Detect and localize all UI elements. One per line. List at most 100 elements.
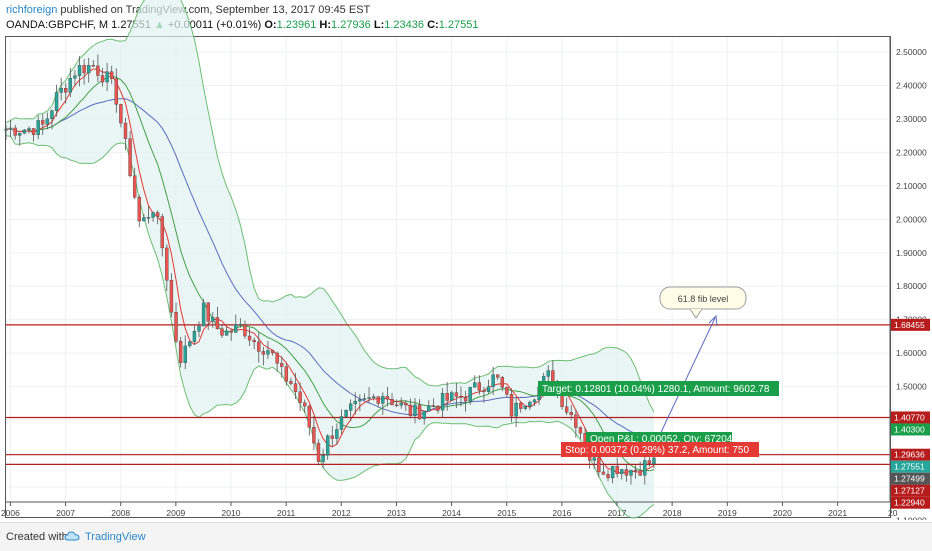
candle-body bbox=[381, 396, 385, 404]
candle-body bbox=[532, 399, 537, 403]
candle-body bbox=[27, 128, 31, 131]
candle-body bbox=[31, 128, 36, 135]
ohlc-close: C:1.27551 bbox=[427, 19, 479, 31]
x-tick-label: 2017 bbox=[608, 508, 627, 518]
tradingview-link[interactable]: TradingView bbox=[85, 531, 146, 543]
y-axis: 2.50000 2.40000 2.30000 2.20000 2.10000 2.000… bbox=[889, 37, 927, 520]
callout-bubble bbox=[659, 286, 747, 310]
symbol-label[interactable]: OANDA:GBPCHF, M bbox=[6, 19, 109, 31]
candle-body bbox=[348, 403, 353, 411]
x-tick-label: 2008 bbox=[111, 508, 130, 518]
x-tick-label: 2016 bbox=[552, 508, 571, 518]
fib-level-label: 61.8 fib level bbox=[678, 294, 729, 304]
candlesticks bbox=[4, 54, 656, 485]
x-axis: 2006 2007 2008 2009 2010 2011 2012 2013 2014 2015… bbox=[1, 501, 898, 518]
candle-body bbox=[629, 469, 633, 476]
x-tick-label: 2012 bbox=[332, 508, 351, 518]
candle-body bbox=[523, 406, 527, 409]
candle-body bbox=[404, 402, 408, 406]
candle-body bbox=[123, 122, 128, 139]
candle-body bbox=[597, 457, 601, 473]
y-tick-label: 1.10000 bbox=[896, 515, 927, 520]
price-axis-label-text: 1.27551 bbox=[894, 462, 925, 472]
symbol-info-bar: OANDA:GBPCHF, M 1.27551 ▲ +0.00011 (+0.0… bbox=[6, 19, 478, 31]
candle-body bbox=[234, 324, 238, 333]
candle-body bbox=[578, 427, 583, 434]
candle-body bbox=[174, 312, 178, 342]
x-tick-label: 2010 bbox=[222, 508, 241, 518]
candle-body bbox=[197, 325, 201, 332]
x-tick-label: 20 bbox=[888, 508, 898, 518]
price-axis-label-box bbox=[891, 423, 930, 436]
candle-body bbox=[82, 65, 86, 74]
price-axis-label-box bbox=[891, 472, 930, 485]
x-tick-label: 2014 bbox=[442, 508, 461, 518]
candle-body bbox=[59, 88, 63, 93]
candle-body bbox=[128, 138, 132, 176]
price-axis-label: 1.27127 bbox=[891, 484, 930, 497]
candle-body bbox=[408, 404, 413, 416]
x-tick-label: 2009 bbox=[166, 508, 185, 518]
author-link[interactable]: richforeign bbox=[6, 4, 58, 16]
candle-body bbox=[624, 469, 629, 476]
x-tick-label: 2018 bbox=[663, 508, 682, 518]
price-axis-label-text: 1.27127 bbox=[894, 486, 925, 496]
candle-body bbox=[592, 457, 596, 461]
candle-body bbox=[505, 387, 509, 395]
projection-arrowhead-icon bbox=[708, 314, 718, 327]
candle-body bbox=[436, 405, 440, 411]
candle-body bbox=[569, 412, 573, 416]
candle-body bbox=[500, 377, 505, 388]
candle-body bbox=[325, 435, 330, 456]
candle-body bbox=[385, 396, 390, 400]
candle-body bbox=[620, 469, 624, 475]
price-axis-label: 1.22940 bbox=[891, 496, 930, 509]
candle-body bbox=[427, 405, 431, 412]
candle-body bbox=[514, 402, 518, 417]
candle-body bbox=[188, 341, 192, 347]
candle-body bbox=[18, 133, 22, 136]
candle-body bbox=[229, 330, 233, 333]
candle-body bbox=[8, 127, 13, 130]
candle-body bbox=[4, 128, 8, 131]
candle-body bbox=[105, 71, 109, 83]
ohlc-high: H:1.27936 bbox=[319, 19, 371, 31]
price-axis-label-text: 1.40770 bbox=[894, 412, 925, 422]
candle-body bbox=[615, 465, 619, 475]
open-pnl-text: Open P&L: 0.00052, Qty: 67204 bbox=[590, 434, 733, 445]
candle-body bbox=[110, 71, 114, 79]
candle-body bbox=[638, 470, 642, 476]
price-axis-label: 1.27551 bbox=[891, 460, 930, 473]
y-tick-label: 1.50000 bbox=[896, 382, 927, 392]
candle-body bbox=[41, 120, 45, 125]
candle-body bbox=[142, 217, 146, 222]
candle-body bbox=[606, 474, 610, 479]
candle-body bbox=[206, 302, 210, 322]
x-tick-label: 2021 bbox=[828, 508, 847, 518]
candle-body bbox=[119, 104, 123, 124]
horizontal-levels bbox=[6, 324, 890, 465]
y-tick-label: 1.60000 bbox=[896, 348, 927, 358]
candle-body bbox=[36, 120, 40, 135]
price-axis-label: 1.40770 bbox=[891, 411, 930, 424]
candle-body bbox=[482, 390, 486, 392]
price-axis-label-text: 1.27499 bbox=[894, 474, 925, 484]
candle-body bbox=[54, 92, 59, 111]
candle-body bbox=[371, 396, 376, 398]
price-chart[interactable]: 61.8 fib level Target: 0.12801 (10.04%) 1… bbox=[0, 0, 932, 520]
price-axis-label: 1.68455 bbox=[891, 318, 930, 331]
x-tick-label: 2006 bbox=[1, 508, 20, 518]
bollinger-bands bbox=[5, 0, 655, 519]
candle-body bbox=[353, 400, 357, 405]
ohlc-open: O:1.23961 bbox=[264, 19, 317, 31]
candle-body bbox=[247, 335, 252, 341]
candle-body bbox=[307, 405, 311, 428]
candle-body bbox=[192, 331, 197, 342]
target-text: Target: 0.12801 (10.04%) 1280.1, Amount:… bbox=[542, 384, 770, 395]
x-tick-label: 2015 bbox=[497, 508, 516, 518]
candle-body bbox=[289, 381, 293, 384]
target-label: Target: 0.12801 (10.04%) 1280.1, Amount:… bbox=[538, 381, 779, 396]
candle-body bbox=[280, 363, 284, 367]
price-axis-label-box bbox=[891, 448, 930, 461]
candle-body bbox=[486, 386, 491, 392]
